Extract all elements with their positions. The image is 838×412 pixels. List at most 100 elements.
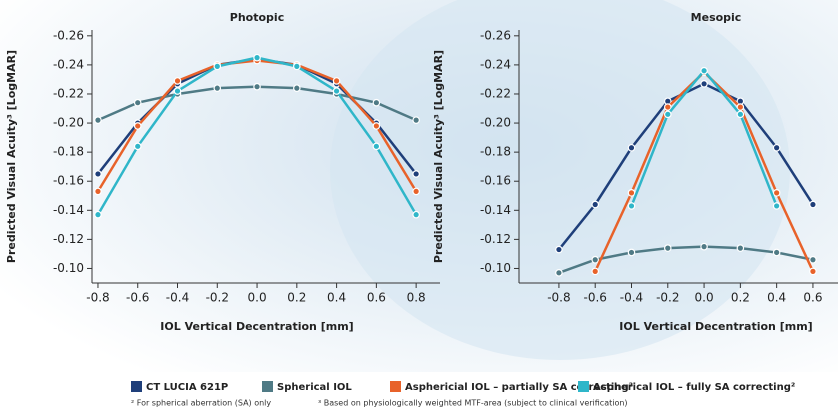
data-point	[95, 117, 101, 123]
y-tick-label: -0.26	[480, 28, 511, 42]
data-point	[556, 246, 562, 252]
legend-label: CT LUCIA 621P	[146, 382, 228, 393]
legend-swatch	[131, 381, 142, 392]
data-point	[373, 123, 379, 129]
y-tick-label: -0.18	[53, 145, 84, 159]
legend-swatch	[262, 381, 273, 392]
data-point	[174, 78, 180, 84]
y-tick-label: -0.16	[53, 174, 84, 188]
data-point	[333, 88, 339, 94]
legend-label: Spherical IOL	[277, 382, 352, 393]
data-point	[373, 100, 379, 106]
x-tick-label: 0.0	[695, 291, 714, 305]
page: Photopic IOL Vertical Decentration [mm] Pr…	[0, 0, 838, 412]
data-point	[95, 188, 101, 194]
data-point	[773, 190, 779, 196]
y-tick-label: -0.14	[480, 203, 511, 217]
y-tick-label: -0.24	[53, 57, 84, 71]
data-point	[214, 63, 220, 69]
data-point	[556, 270, 562, 276]
x-axis-label: IOL Vertical Decentration [mm]	[160, 320, 353, 333]
legend-swatch	[578, 381, 589, 392]
data-point	[413, 188, 419, 194]
y-tick-label: -0.20	[480, 116, 511, 130]
data-point	[773, 145, 779, 151]
y-tick-label: -0.10	[480, 261, 511, 275]
data-point	[737, 111, 743, 117]
data-point	[810, 201, 816, 207]
x-tick-label: -0.4	[166, 291, 189, 305]
data-point	[95, 211, 101, 217]
footnote: ³ Based on physiologically weighted MTF-…	[318, 399, 628, 408]
data-point	[665, 104, 671, 110]
x-tick-label: 0.2	[731, 291, 750, 305]
data-point	[665, 245, 671, 251]
y-tick-label: -0.10	[53, 261, 84, 275]
y-tick-label: -0.26	[53, 28, 84, 42]
x-tick-label: 0.8	[407, 291, 426, 305]
y-tick-label: -0.12	[53, 232, 84, 246]
data-point	[592, 201, 598, 207]
y-tick-label: -0.18	[480, 145, 511, 159]
data-point	[294, 85, 300, 91]
chart-title: Mesopic	[691, 11, 742, 24]
y-tick-label: -0.22	[480, 86, 511, 100]
data-point	[701, 243, 707, 249]
x-tick-label: 0.4	[327, 291, 346, 305]
x-axis-label: IOL Vertical Decentration [mm]	[619, 320, 812, 333]
legend-swatch	[390, 381, 401, 392]
legend-label: Aspherical IOL – fully SA correcting²	[593, 382, 795, 393]
x-tick-label: 0.4	[767, 291, 786, 305]
data-point	[135, 143, 141, 149]
data-point	[665, 111, 671, 117]
y-tick-label: -0.24	[480, 57, 511, 71]
x-tick-label: 0.6	[803, 291, 822, 305]
data-point	[810, 268, 816, 274]
data-point	[214, 85, 220, 91]
y-axis-label: Predicted Visual Acuity³ [LogMAR]	[432, 50, 445, 263]
data-point	[773, 203, 779, 209]
data-point	[135, 100, 141, 106]
data-point	[174, 88, 180, 94]
data-point	[701, 81, 707, 87]
data-point	[592, 268, 598, 274]
chart-figure: Photopic IOL Vertical Decentration [mm] Pr…	[0, 0, 838, 412]
data-point	[373, 143, 379, 149]
data-point	[413, 171, 419, 177]
data-point	[294, 63, 300, 69]
y-tick-label: -0.22	[53, 86, 84, 100]
x-tick-label: -0.6	[583, 291, 606, 305]
x-tick-label: -0.4	[620, 291, 643, 305]
data-point	[810, 257, 816, 263]
data-point	[135, 123, 141, 129]
x-tick-label: -0.8	[547, 291, 570, 305]
chart-title: Photopic	[230, 11, 284, 24]
x-tick-label: -0.8	[86, 291, 109, 305]
data-point	[628, 190, 634, 196]
data-point	[737, 245, 743, 251]
footnote: ² For spherical aberration (SA) only	[131, 399, 271, 408]
y-tick-label: -0.16	[480, 174, 511, 188]
x-tick-label: -0.2	[656, 291, 679, 305]
x-tick-label: -0.2	[206, 291, 229, 305]
x-tick-label: 0.0	[248, 291, 267, 305]
data-point	[254, 84, 260, 90]
data-point	[737, 104, 743, 110]
x-tick-label: 0.6	[367, 291, 386, 305]
data-point	[773, 249, 779, 255]
data-point	[592, 257, 598, 263]
data-point	[413, 117, 419, 123]
data-point	[628, 203, 634, 209]
data-point	[628, 145, 634, 151]
data-point	[95, 171, 101, 177]
y-tick-label: -0.12	[480, 232, 511, 246]
x-tick-label: -0.6	[126, 291, 149, 305]
data-point	[628, 249, 634, 255]
data-point	[413, 211, 419, 217]
y-axis-label: Predicted Visual Acuity³ [LogMAR]	[5, 50, 18, 263]
data-point	[254, 54, 260, 60]
y-tick-label: -0.14	[53, 203, 84, 217]
data-point	[333, 78, 339, 84]
x-tick-label: 0.2	[287, 291, 306, 305]
y-tick-label: -0.20	[53, 116, 84, 130]
